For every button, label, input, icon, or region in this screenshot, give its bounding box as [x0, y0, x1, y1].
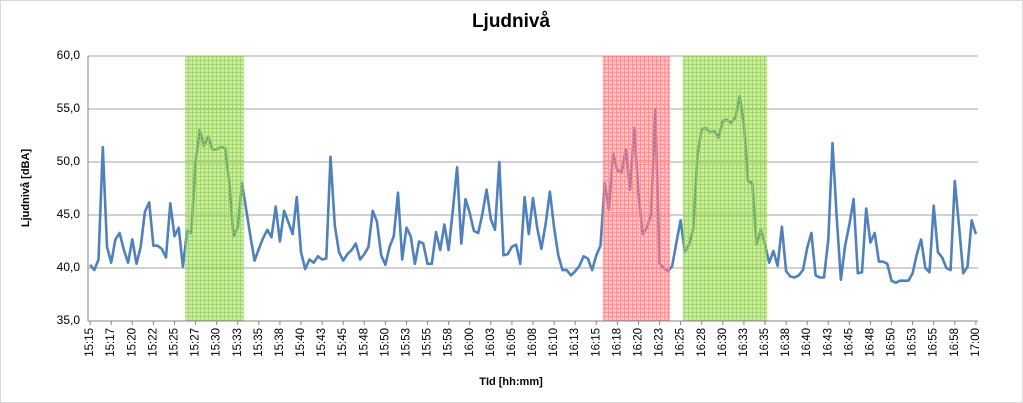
x-tick-label: 16:30 [717, 328, 729, 357]
x-tick-label: 16:45 [843, 328, 855, 357]
x-tick-label: 15:43 [316, 328, 328, 357]
x-tick-label: 16:03 [485, 328, 497, 357]
x-tick-label: 15:38 [274, 328, 286, 357]
x-tick-label: 16:50 [886, 328, 898, 357]
highlight-band [682, 56, 768, 321]
x-tick-label: 16:58 [949, 328, 961, 357]
y-tick-label: 40,0 [57, 260, 81, 274]
x-tick-label: 16:00 [464, 328, 476, 357]
x-tick-label: 16:35 [759, 328, 771, 357]
x-tick-label: 16:18 [611, 328, 623, 357]
x-tick-label: 15:25 [169, 328, 181, 357]
x-tick-label: 15:45 [337, 328, 349, 357]
x-tick-label: 15:48 [358, 328, 370, 357]
y-tick-label: 55,0 [57, 101, 81, 115]
x-tick-label: 15:50 [379, 328, 391, 357]
x-tick-label: 17:00 [970, 328, 982, 357]
y-axis-label: Ljudnivå [dBA] [20, 149, 32, 228]
x-tick-label: 16:48 [864, 328, 876, 357]
x-tick-label: 15:33 [232, 328, 244, 357]
y-tick-label: 35,0 [57, 313, 81, 327]
x-tick-label: 16:10 [548, 328, 560, 357]
x-tick-label: 16:25 [675, 328, 687, 357]
x-tick-label: 16:20 [632, 328, 644, 357]
x-tick-label: 16:13 [569, 328, 581, 357]
x-tick-label: 16:23 [654, 328, 666, 357]
x-tick-label: 15:55 [422, 328, 434, 357]
x-tick-label: 15:15 [84, 328, 96, 357]
x-tick-label: 16:05 [506, 328, 518, 357]
highlight-band [185, 56, 245, 321]
x-tick-label: 15:40 [295, 328, 307, 357]
highlight-band [602, 56, 671, 321]
y-tick-label: 60,0 [57, 48, 81, 62]
y-tick-label: 45,0 [57, 207, 81, 221]
x-tick-label: 16:43 [822, 328, 834, 357]
chart-title: Ljudnivå [472, 11, 551, 32]
x-tick-label: 16:38 [780, 328, 792, 357]
x-tick-label: 15:30 [211, 328, 223, 357]
x-axis-label: TId [hh:mm] [479, 376, 543, 388]
x-tick-label: 15:17 [105, 328, 117, 357]
x-tick-label: 16:08 [527, 328, 539, 357]
x-tick-label: 15:20 [126, 328, 138, 357]
x-tick-label: 15:58 [443, 328, 455, 357]
x-tick-label: 16:53 [907, 328, 919, 357]
x-tick-label: 16:15 [590, 328, 602, 357]
x-tick-label: 15:53 [400, 328, 412, 357]
x-tick-label: 15:22 [147, 328, 159, 357]
x-tick-label: 16:40 [801, 328, 813, 357]
x-tick-label: 15:35 [253, 328, 265, 357]
x-tick-label: 16:28 [696, 328, 708, 357]
x-tick-label: 16:33 [738, 328, 750, 357]
x-tick-label: 15:27 [190, 328, 202, 357]
x-tick-label: 16:55 [928, 328, 940, 357]
y-tick-label: 50,0 [57, 154, 81, 168]
